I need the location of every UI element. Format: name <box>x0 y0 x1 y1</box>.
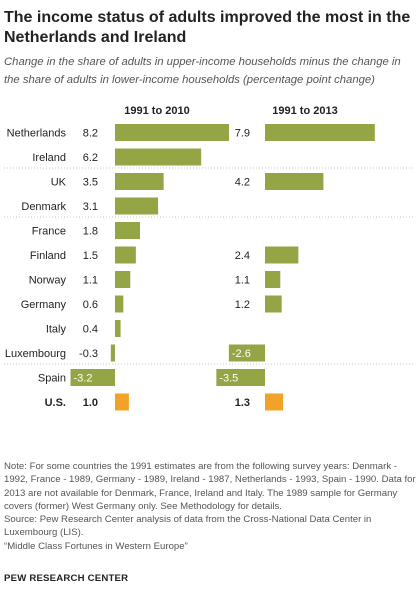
data-label: 1.1 <box>235 275 250 287</box>
bar <box>115 197 159 215</box>
category-label: Netherlands <box>7 128 67 140</box>
bar <box>265 173 324 190</box>
data-label: -0.3 <box>79 348 98 360</box>
chart-footer: Note: For some countries the 1991 estima… <box>4 460 416 553</box>
data-label: 1.3 <box>235 397 250 409</box>
data-label: 1.5 <box>83 250 98 262</box>
data-label: 1.0 <box>83 397 98 409</box>
category-label: Germany <box>21 299 67 311</box>
bar <box>228 344 265 362</box>
bar-chart: 1991 to 2010 1991 to 2013 Netherlands 8.2 7.… <box>4 105 414 411</box>
bar <box>115 393 129 411</box>
brand-label: PEW RESEARCH CENTER <box>4 573 129 584</box>
category-label: UK <box>51 177 67 189</box>
series-header: 1991 to 2013 <box>272 105 337 117</box>
bar <box>70 369 115 386</box>
footer-report: “Middle Class Fortunes in Western Europe… <box>4 540 188 552</box>
data-label: 8.2 <box>83 128 98 140</box>
data-label: 3.1 <box>83 201 98 213</box>
data-label: 2.4 <box>235 250 250 262</box>
data-label: 7.9 <box>235 128 250 140</box>
bar <box>115 173 164 190</box>
bar <box>265 271 281 288</box>
bar <box>265 393 284 411</box>
bar <box>115 271 131 288</box>
bar <box>265 246 299 264</box>
data-label: -3.5 <box>219 373 238 385</box>
category-label: Italy <box>46 324 67 336</box>
data-label: 3.5 <box>83 177 98 189</box>
data-label: -2.6 <box>232 348 251 360</box>
bar <box>115 124 229 141</box>
chart-title: The income status of adults improved the… <box>4 9 411 46</box>
category-label: Luxembourg <box>5 348 66 360</box>
category-label: Denmark <box>21 201 66 213</box>
bar <box>115 320 121 337</box>
data-label: 4.2 <box>235 177 250 189</box>
category-label: Spain <box>38 373 66 385</box>
data-label: 0.4 <box>83 324 98 336</box>
data-label: 1.8 <box>83 226 98 238</box>
footer-source: Source: Pew Research Center analysis of … <box>4 514 372 539</box>
data-label: 0.6 <box>83 299 98 311</box>
data-label: 1.1 <box>83 275 98 287</box>
bar <box>115 295 124 313</box>
category-label: France <box>32 226 66 238</box>
data-label: -3.2 <box>74 373 93 385</box>
bar <box>115 148 202 166</box>
footer-note: Note: For some countries the 1991 estima… <box>4 461 416 512</box>
category-label: Finland <box>30 250 66 262</box>
bar <box>216 369 265 386</box>
category-label: Norway <box>29 275 67 287</box>
bar <box>115 222 141 239</box>
data-label: 6.2 <box>83 152 98 164</box>
category-label: U.S. <box>45 397 66 409</box>
data-label: 1.2 <box>235 299 250 311</box>
category-label: Ireland <box>32 152 66 164</box>
bar <box>110 344 115 362</box>
series-header: 1991 to 2010 <box>124 105 189 117</box>
bar <box>115 246 136 264</box>
bar <box>265 295 282 313</box>
chart-subtitle: Change in the share of adults in upper-i… <box>4 56 401 86</box>
bar <box>265 124 375 141</box>
